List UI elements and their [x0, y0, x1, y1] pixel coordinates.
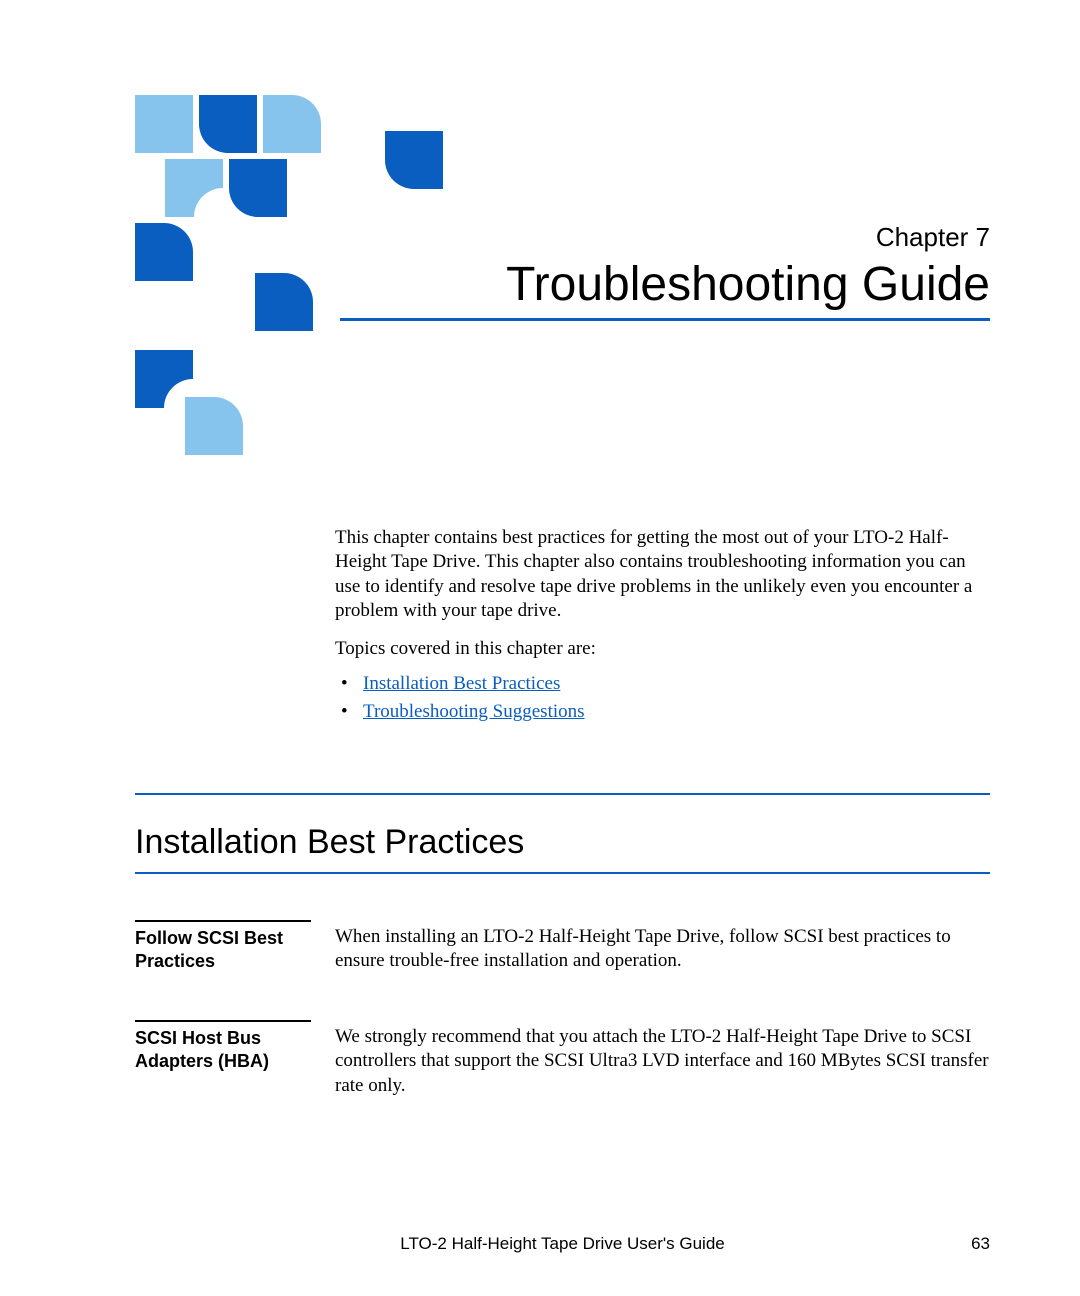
page-footer: LTO-2 Half-Height Tape Drive User's Guid… [135, 1234, 990, 1254]
subsection-label: SCSI Host Bus Adapters (HBA) [135, 1020, 311, 1098]
topics-intro-line: Topics covered in this chapter are: [335, 637, 990, 661]
topic-list-item: Installation Best Practices [363, 670, 990, 699]
subsection-scsi-best-practices: Follow SCSI Best Practices When installi… [135, 920, 990, 974]
topic-link-troubleshooting[interactable]: Troubleshooting Suggestions [363, 701, 585, 722]
section-heading: Installation Best Practices [135, 823, 524, 862]
footer-doc-title: LTO-2 Half-Height Tape Drive User's Guid… [175, 1234, 950, 1254]
chapter-title: Troubleshooting Guide [340, 257, 990, 321]
intro-block: This chapter contains best practices for… [335, 526, 990, 727]
subsection-body: We strongly recommend that you attach th… [335, 1020, 990, 1098]
topics-list: Installation Best Practices Troubleshoot… [335, 670, 990, 727]
chapter-header: Chapter 7 Troubleshooting Guide [340, 222, 990, 321]
topic-link-installation[interactable]: Installation Best Practices [363, 673, 560, 694]
intro-paragraph: This chapter contains best practices for… [335, 526, 990, 623]
subsection-body: When installing an LTO-2 Half-Height Tap… [335, 920, 990, 974]
chapter-label: Chapter 7 [340, 222, 990, 253]
section-divider-bottom [135, 872, 990, 874]
subsection-label: Follow SCSI Best Practices [135, 920, 311, 974]
subsection-scsi-hba: SCSI Host Bus Adapters (HBA) We strongly… [135, 1020, 990, 1098]
section-divider-top [135, 793, 990, 795]
topic-list-item: Troubleshooting Suggestions [363, 698, 990, 727]
footer-page-number: 63 [950, 1234, 990, 1254]
document-page: Chapter 7 Troubleshooting Guide This cha… [0, 0, 1080, 1296]
